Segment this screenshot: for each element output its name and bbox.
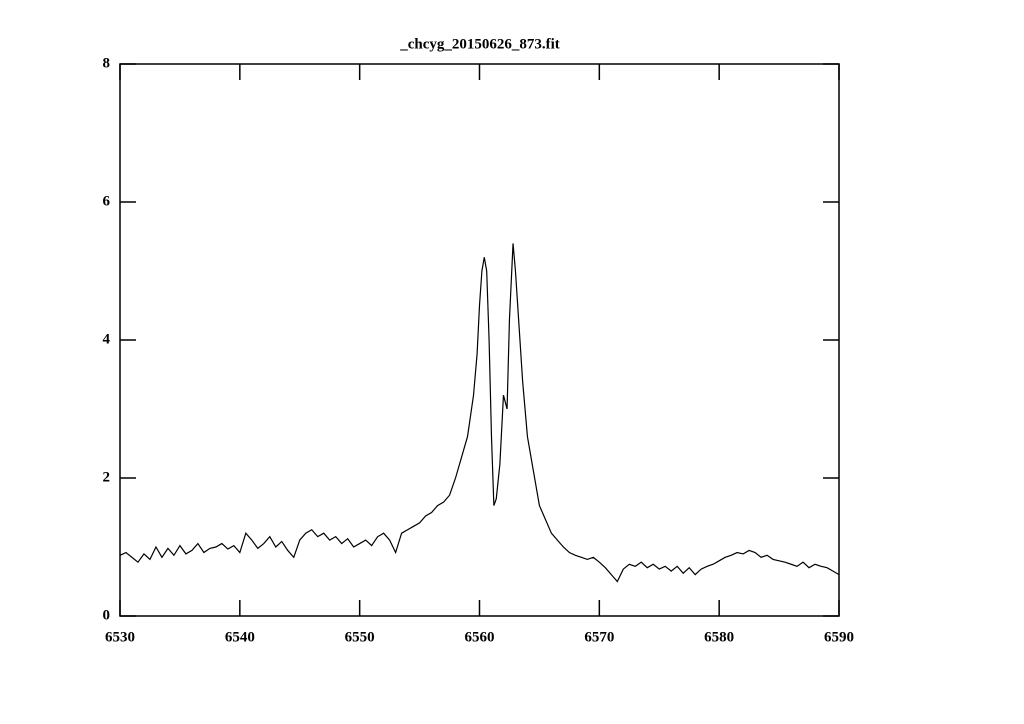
y-tick-label: 6 xyxy=(103,193,111,209)
y-tick-label: 0 xyxy=(103,607,111,623)
x-tick-label: 6590 xyxy=(824,629,854,645)
y-tick-label: 4 xyxy=(103,331,111,347)
spectrum-line xyxy=(119,243,840,583)
x-tick-label: 6560 xyxy=(465,629,495,645)
plot-frame xyxy=(119,63,840,617)
x-tick-label: 6550 xyxy=(345,629,375,645)
chart-title: _chcyg_20150626_873.fit xyxy=(399,36,560,52)
y-tick-label: 8 xyxy=(103,55,111,71)
x-tick-label: 6530 xyxy=(105,629,135,645)
x-tick-label: 6580 xyxy=(704,629,734,645)
x-tick-label: 6540 xyxy=(225,629,255,645)
x-tick-label: 6570 xyxy=(584,629,614,645)
y-tick-label: 2 xyxy=(103,469,111,485)
